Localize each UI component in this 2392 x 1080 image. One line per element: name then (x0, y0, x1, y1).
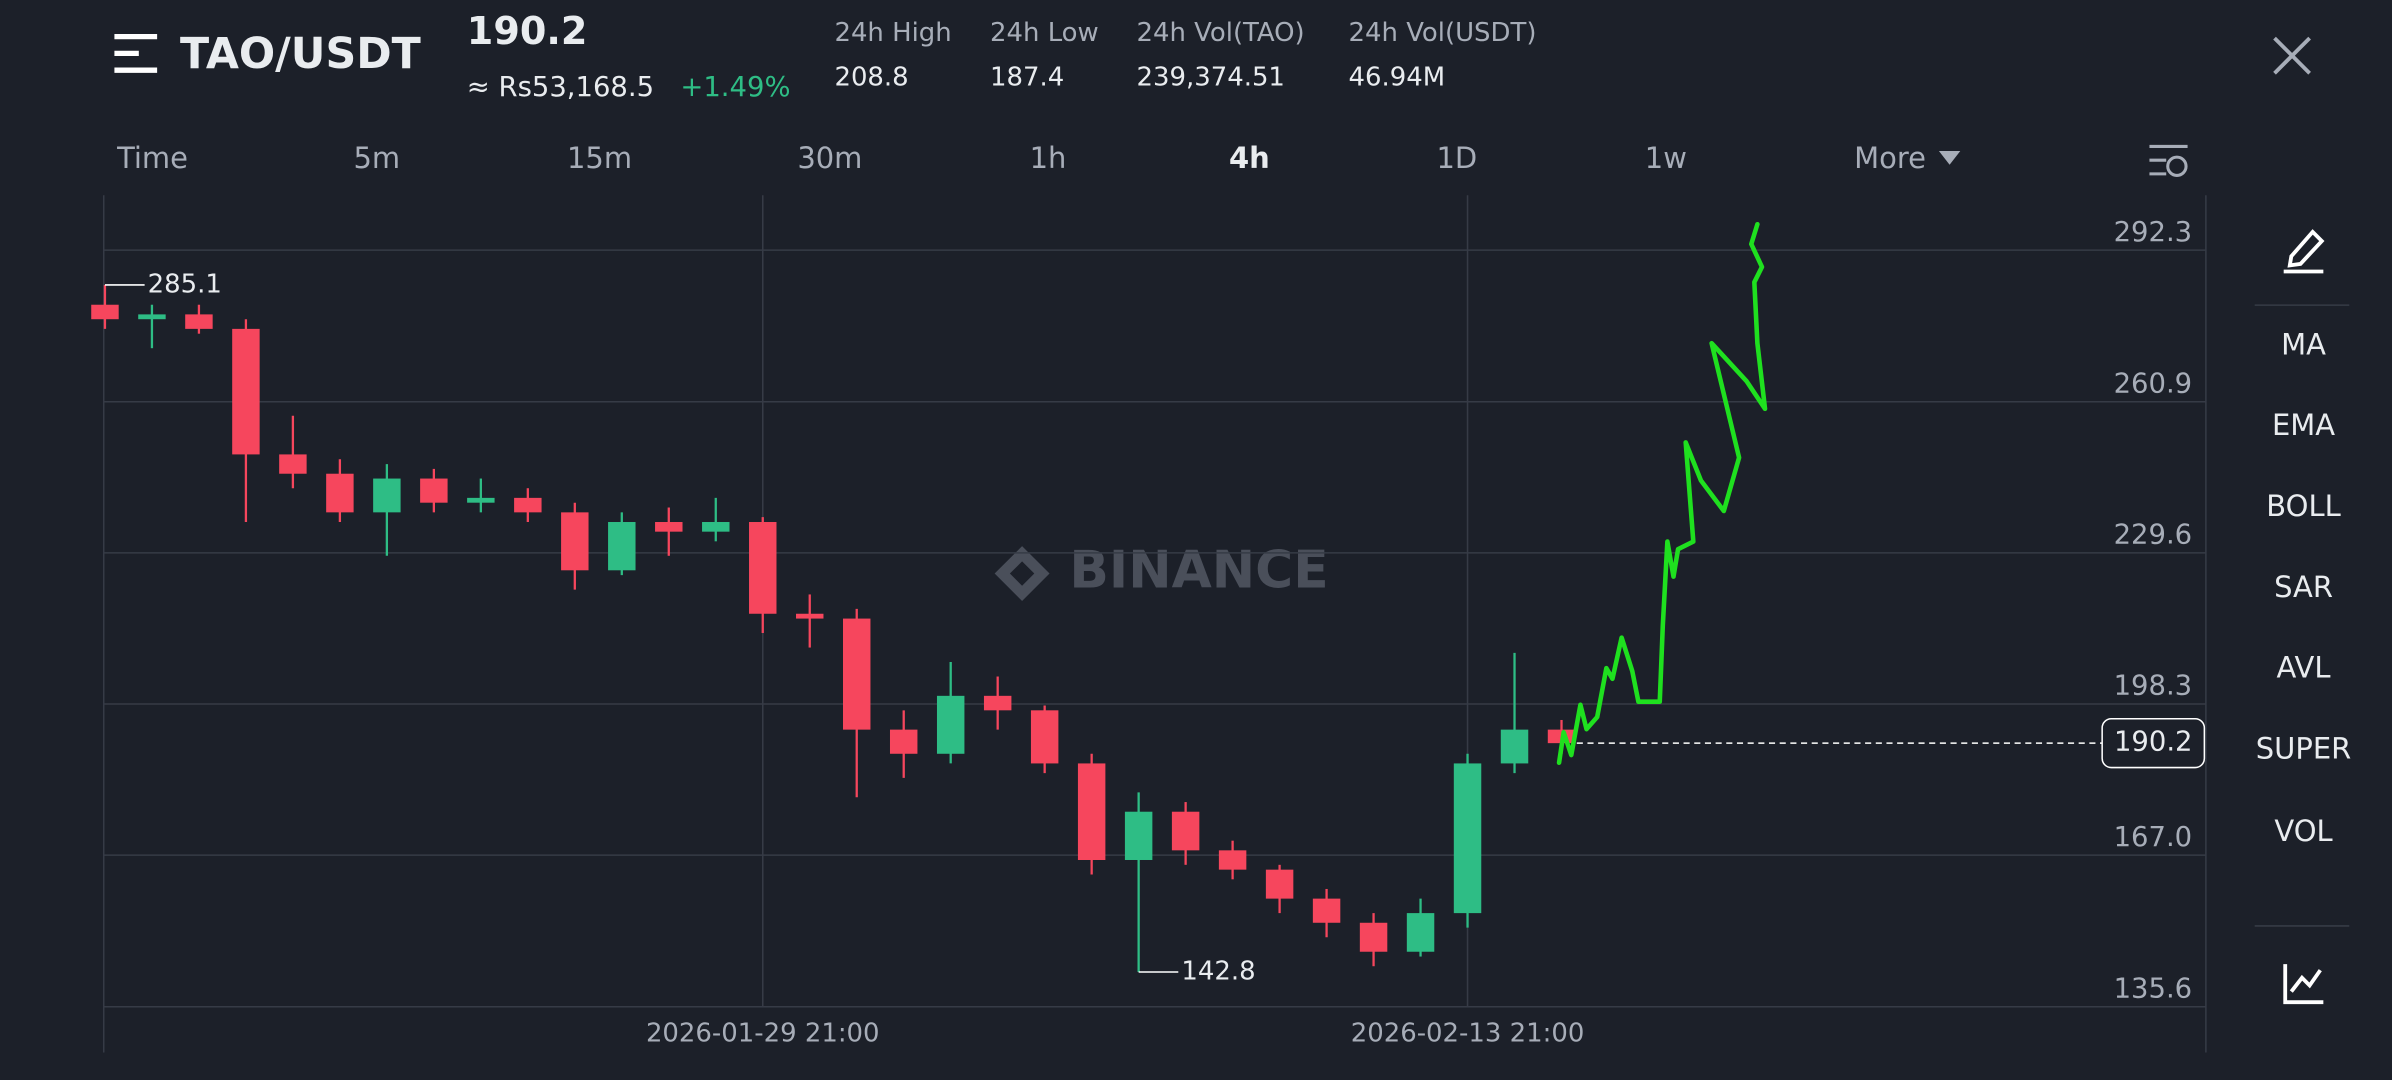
tab[interactable]: 1h (1030, 141, 1067, 175)
tab[interactable]: Time (116, 141, 188, 175)
y-tick-label: 167.0 (2114, 822, 2193, 853)
chart-type-icon[interactable] (2283, 964, 2324, 1005)
stat-value: 46.94M (1349, 62, 1446, 92)
stat-value: 239,374.51 (1137, 62, 1285, 92)
candle-body (1124, 811, 1153, 860)
last-price-label: 190.2 (2114, 727, 2193, 758)
high-label: 285.1 (148, 269, 222, 299)
candle-body (936, 695, 965, 754)
candle-body (1500, 729, 1529, 764)
candle-body (1171, 811, 1200, 851)
candle-body (561, 512, 589, 571)
candle-body (514, 497, 542, 513)
candle-body (1030, 710, 1059, 764)
tab[interactable]: 30m (797, 141, 862, 175)
x-tick-label: 2026-01-29 21:00 (646, 1019, 880, 1049)
last-price-tag (2101, 717, 2206, 769)
candle-body (138, 314, 166, 320)
indicator[interactable]: BOLL (2266, 489, 2340, 523)
stat-value: 208.8 (834, 62, 908, 92)
candle-body (1265, 869, 1294, 899)
candle-body (983, 695, 1012, 711)
candle-body (889, 729, 918, 754)
candle-body (91, 304, 119, 320)
candle-body (796, 613, 824, 619)
dropdown-arrow (1938, 151, 1961, 165)
indicator[interactable]: AVL (2277, 651, 2331, 685)
stat-label: 24h Low (990, 18, 1099, 48)
indicator[interactable]: SAR (2274, 570, 2333, 604)
indicator[interactable]: MA (2281, 327, 2326, 361)
pair[interactable]: TAO/USDT (180, 29, 421, 79)
candle-body (1453, 763, 1482, 914)
candle-body (842, 618, 871, 730)
indicator[interactable]: VOL (2274, 814, 2332, 848)
candle-body (749, 522, 777, 614)
draw-icon[interactable] (2283, 229, 2325, 274)
candle-body (608, 522, 636, 571)
y-tick-label: 198.3 (2114, 671, 2193, 702)
price-local: ≈ Rs53,168.5 (467, 72, 654, 103)
candle-body (655, 522, 683, 532)
tab[interactable]: More (1854, 141, 1926, 175)
y-tick-label: 292.3 (2114, 217, 2193, 248)
y-tick-label: 260.9 (2114, 369, 2193, 400)
indicator[interactable]: SUPER (2256, 732, 2352, 766)
y-tick-label: 229.6 (2114, 520, 2193, 551)
candle-body (1077, 763, 1106, 860)
candle-body (326, 473, 354, 513)
candle-body (279, 454, 307, 474)
stat-value: 187.4 (990, 62, 1064, 92)
hand-drawn-annotation (1556, 221, 1768, 765)
close-button[interactable] (2273, 36, 2311, 75)
candle-body (702, 522, 730, 532)
settings-icon[interactable] (2149, 144, 2188, 177)
stat-label: 24h Vol(USDT) (1349, 18, 1537, 48)
watermark-text: BINANCE (1069, 541, 1328, 601)
tab[interactable]: 1w (1645, 141, 1687, 175)
candle-body (467, 497, 495, 503)
candle-body (185, 314, 213, 329)
candle-body (232, 328, 260, 455)
indicator[interactable]: EMA (2272, 408, 2335, 442)
tab[interactable]: 1D (1436, 141, 1477, 175)
stat-label: 24h High (834, 18, 951, 48)
candle-body (373, 478, 401, 513)
tab[interactable]: 15m (567, 141, 632, 175)
low-label: 142.8 (1181, 957, 1255, 987)
stat-label: 24h Vol(TAO) (1137, 18, 1305, 48)
candle-body (1218, 850, 1247, 870)
candle-body (1359, 922, 1388, 952)
change: +1.49% (680, 72, 790, 103)
candle-body (1312, 898, 1341, 923)
x-tick-label: 2026-02-13 21:00 (1351, 1019, 1585, 1049)
candle-body (420, 478, 448, 503)
watermark: BINANCE (994, 541, 1329, 602)
menu-icon[interactable] (114, 33, 158, 73)
candle-body (1406, 913, 1435, 952)
y-tick-label: 135.6 (2114, 974, 2193, 1005)
last-price: 190.2 (467, 9, 588, 53)
tab-active[interactable]: 4h (1229, 141, 1270, 175)
tab[interactable]: 5m (353, 141, 400, 175)
